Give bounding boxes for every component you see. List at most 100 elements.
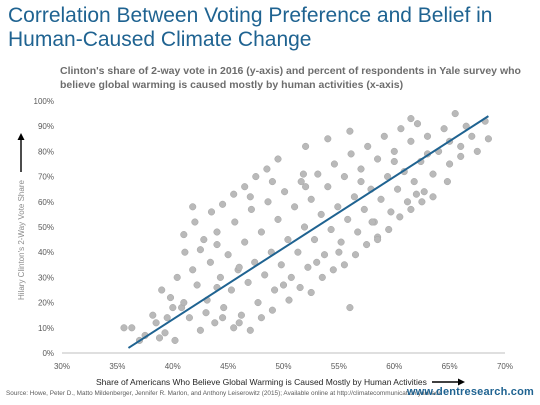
data-point [219,314,227,322]
data-point [329,266,337,274]
y-tick-label: 80% [38,147,54,156]
data-point [219,200,227,208]
y-tick-label: 20% [38,299,54,308]
data-point [191,218,199,226]
data-point [313,258,321,266]
data-point [263,165,271,173]
website-link[interactable]: www.dentresearch.com [406,386,534,398]
y-tick-label: 30% [38,273,54,282]
data-point [227,286,235,294]
axes: 0% 10% 20% 30% 40% 50% 60% 70% 80% 90% 100% 30% 35% 4… [34,97,513,371]
data-point [302,183,310,191]
data-point [440,125,448,133]
data-point [327,225,335,234]
data-point [244,278,252,286]
data-point [413,120,422,128]
data-point [380,132,388,140]
data-point [302,142,310,150]
data-point [374,236,382,244]
data-point [337,238,345,246]
data-point [166,294,175,302]
data-point [368,218,376,226]
data-point [171,336,179,344]
data-point [173,273,181,281]
data-point [268,306,276,314]
data-point [297,178,305,186]
data-point [330,160,338,168]
data-point [271,286,279,294]
data-point [446,160,454,168]
data-point [163,314,171,322]
y-tick-label: 60% [38,198,54,207]
data-point [211,319,219,327]
x-tick-label: 70% [497,362,513,371]
data-point [246,326,254,334]
axis-labels: Share of Americans Who Believe Global Wa… [17,133,465,387]
data-point [281,188,289,196]
data-point [324,183,332,191]
data-point [206,258,214,266]
data-point [241,183,249,191]
x-tick-label: 35% [109,362,125,371]
data-point [235,263,243,271]
data-point [246,193,254,201]
data-point [180,231,188,239]
data-point [484,135,492,143]
data-point [274,155,282,163]
data-point [149,311,157,319]
trendline-path [127,115,489,349]
data-point [180,299,188,307]
data-point [307,288,315,297]
data-point [407,115,415,123]
data-point [220,304,228,312]
data-point [189,203,197,211]
x-tick-label: 60% [386,362,402,371]
y-tick-label: 10% [38,324,54,333]
data-point [390,157,398,166]
y-tick-label: 90% [38,122,54,131]
data-point [224,251,232,259]
data-point [241,238,249,246]
data-point [350,193,358,201]
data-points [120,110,492,344]
data-point [285,296,293,304]
y-axis-arrowhead [17,133,25,140]
data-point [390,147,398,155]
data-point [340,173,348,181]
data-point [314,170,322,178]
data-point [443,178,451,186]
data-point [279,281,288,289]
data-point [387,208,395,216]
data-point [410,178,418,186]
data-point [340,261,348,269]
data-point [304,263,312,271]
data-point [407,137,415,145]
data-point [202,309,210,317]
data-point [296,283,304,292]
data-point [317,210,325,218]
x-axis-label: Share of Americans Who Believe Global Wa… [96,377,427,387]
data-point [231,218,239,226]
data-point [403,198,412,206]
data-point [185,314,193,322]
data-point [152,319,160,327]
data-point [200,236,208,244]
data-point [344,215,352,223]
data-point [291,203,299,211]
data-point [268,178,276,186]
data-point [418,198,426,206]
data-point [237,311,245,319]
data-point [235,319,243,327]
x-tick-label: 40% [165,362,181,371]
data-point [324,135,332,143]
data-point [252,173,260,181]
chart-subtitle: Clinton's share of 2-way vote in 2016 (y… [60,65,521,91]
data-point [155,334,164,342]
data-point [335,248,343,256]
data-point [257,228,265,236]
data-point [429,193,437,201]
data-point [374,155,382,163]
data-point [397,125,405,133]
data-point [360,205,368,213]
